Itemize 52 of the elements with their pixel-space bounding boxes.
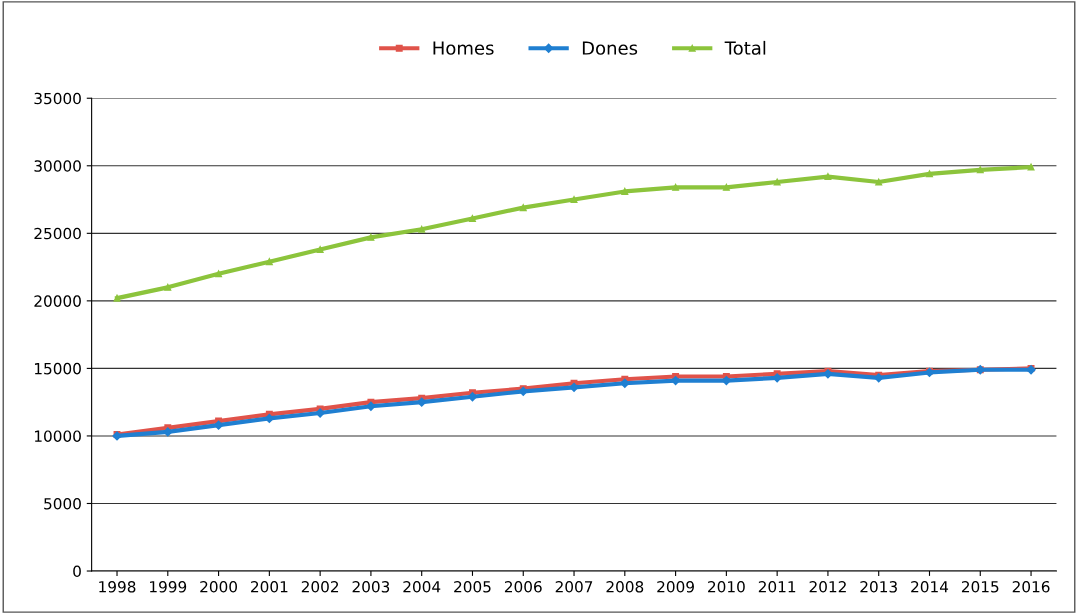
y-tick-label: 35000 bbox=[34, 92, 81, 105]
x-tick-label: 2013 bbox=[860, 581, 897, 593]
x-tick-label: 1998 bbox=[99, 581, 136, 593]
point bbox=[113, 294, 121, 302]
point bbox=[164, 283, 172, 291]
point bbox=[875, 178, 883, 186]
line-series bbox=[113, 163, 1035, 302]
legend-label: Dones bbox=[582, 41, 638, 55]
point bbox=[621, 187, 629, 195]
x-tick-label: 2008 bbox=[606, 581, 644, 593]
x-tick-label: 2010 bbox=[708, 581, 745, 593]
x-tick-label: 2004 bbox=[403, 581, 441, 593]
point bbox=[722, 183, 730, 191]
x-tick-label: 2003 bbox=[352, 581, 390, 593]
x-tick-label: 2015 bbox=[961, 581, 999, 593]
point bbox=[215, 270, 223, 278]
y-tick-label: 20000 bbox=[34, 295, 81, 307]
y-tick-label: 10000 bbox=[34, 430, 81, 442]
x-tick-label: 2011 bbox=[758, 581, 796, 593]
point bbox=[315, 408, 325, 418]
point bbox=[367, 233, 375, 241]
y-tick-label: 0 bbox=[73, 565, 81, 578]
y-tick-label: 25000 bbox=[34, 227, 81, 240]
x-tick-label: 2001 bbox=[251, 581, 288, 593]
x-tick-label: 2012 bbox=[809, 581, 846, 593]
point bbox=[874, 373, 884, 383]
point bbox=[672, 183, 680, 191]
y-tick-label: 5000 bbox=[44, 497, 81, 510]
x-tick-label: 1999 bbox=[150, 581, 187, 593]
x-tick-label: 2016 bbox=[1012, 581, 1050, 593]
point bbox=[824, 173, 832, 181]
point bbox=[469, 214, 476, 222]
point bbox=[316, 246, 324, 254]
legend-label: Total bbox=[724, 40, 766, 55]
x-tick-label: 2009 bbox=[657, 581, 694, 593]
point bbox=[519, 204, 527, 212]
point bbox=[265, 258, 273, 266]
x-tick-label: 2014 bbox=[911, 581, 949, 593]
x-tick-label: 2007 bbox=[555, 581, 593, 593]
x-tick-label: 2002 bbox=[301, 581, 339, 593]
y-tick-label: 15000 bbox=[34, 362, 81, 375]
point bbox=[773, 178, 781, 186]
point bbox=[418, 225, 426, 233]
y-tick-label: 30000 bbox=[34, 160, 81, 172]
point bbox=[976, 166, 984, 174]
x-tick-label: 2006 bbox=[504, 581, 542, 593]
point bbox=[570, 196, 578, 204]
x-tick-label: 2000 bbox=[200, 581, 237, 593]
x-tick-label: 2005 bbox=[454, 581, 491, 593]
point bbox=[1027, 163, 1035, 171]
legend-label: Homes bbox=[433, 41, 494, 55]
point bbox=[417, 397, 427, 407]
